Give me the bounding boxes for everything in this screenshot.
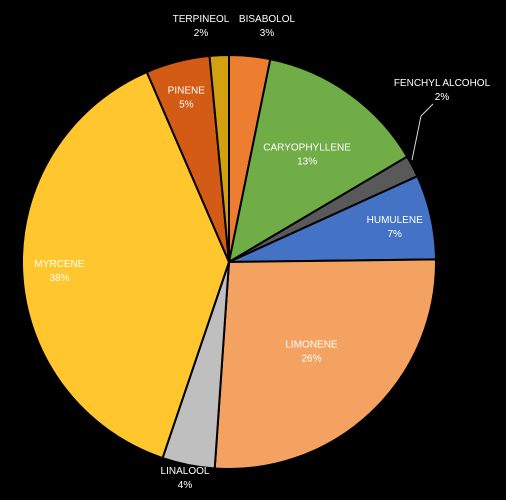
pie-labels: BISABOLOL 3% CARYOPHYLLENE 13% FENCHYL ALCOH… [34, 14, 490, 491]
data-label-myrcene: MYRCENE 38% [34, 259, 84, 284]
data-label-category: CARYOPHYLLENE [263, 142, 351, 153]
data-label-caryophyllene: CARYOPHYLLENE 13% [263, 142, 351, 167]
data-label-percent: 7% [387, 229, 402, 240]
data-label-category: LIMONENE [285, 339, 338, 350]
data-label-category: PINENE [168, 86, 206, 97]
data-label-bisabolol: BISABOLOL 3% [239, 14, 296, 39]
data-label-percent: 2% [435, 92, 450, 103]
data-label-category: FENCHYL ALCOHOL [394, 78, 491, 89]
leader-line-fenchyl-alcohol [411, 103, 434, 161]
data-label-category: TERPINEOL [173, 14, 230, 25]
data-label-category: HUMULENE [367, 215, 423, 226]
data-label-category: MYRCENE [34, 259, 84, 270]
data-label-percent: 2% [194, 28, 209, 39]
data-label-percent: 5% [179, 100, 194, 111]
data-label-percent: 4% [178, 480, 193, 491]
data-label-fenchyl-alcohol: FENCHYL ALCOHOL 2% [394, 78, 491, 103]
data-label-percent: 38% [49, 273, 69, 284]
pie-slice-terpineol [208, 54, 230, 263]
pie-slices [21, 54, 437, 470]
data-label-category: BISABOLOL [239, 14, 296, 25]
pie-slice-limonene [213, 258, 437, 470]
data-label-percent: 3% [260, 28, 275, 39]
data-label-terpineol: TERPINEOL 2% [173, 14, 230, 39]
pie-slice-caryophyllene [228, 58, 409, 263]
data-label-pinene: PINENE 5% [168, 86, 206, 111]
data-label-limonene: LIMONENE 26% [285, 339, 338, 364]
data-label-category: LINALOOL [161, 466, 210, 477]
data-label-humulene: HUMULENE 7% [367, 215, 423, 240]
pie-slice-myrcene [21, 71, 230, 460]
data-label-linalool: LINALOOL 4% [161, 466, 210, 491]
data-label-percent: 26% [301, 353, 321, 364]
data-label-percent: 13% [297, 156, 317, 167]
